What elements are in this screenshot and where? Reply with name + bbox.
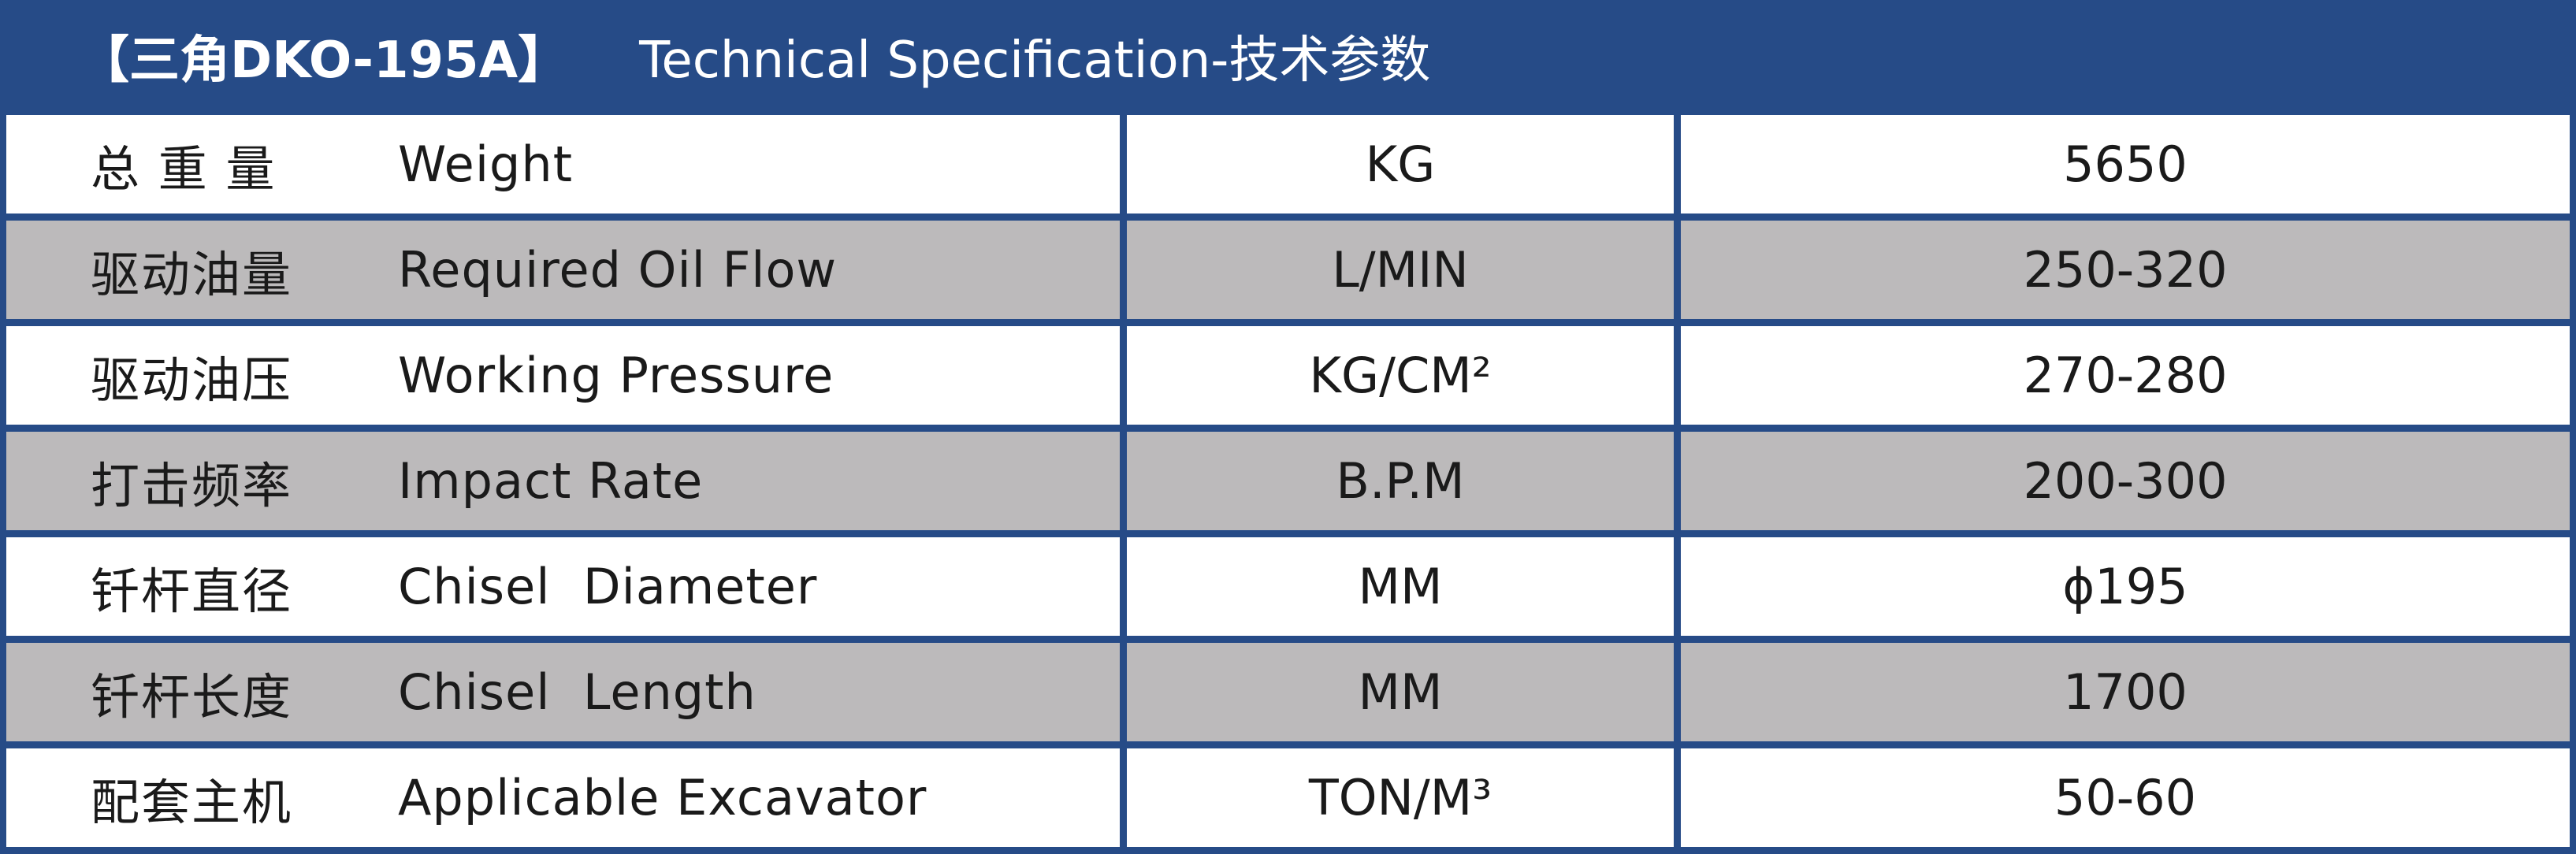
value-cell: 50-60	[1681, 748, 2570, 847]
parameter-en: Weight	[398, 136, 574, 193]
table-row: 钎杆长度 Chisel Length MM 1700	[6, 643, 2570, 741]
table-row: 打击频率 Impact Rate B.P.M 200-300	[6, 432, 2570, 530]
value-cell: 270-280	[1681, 326, 2570, 425]
model-name: 【三角DKO-195A】	[79, 32, 569, 90]
unit: KG	[1365, 136, 1436, 193]
spec-header: 【三角DKO-195A】 Technical Specification-技术参…	[0, 0, 2576, 112]
value-cell: 1700	[1681, 643, 2570, 741]
value: 1700	[2063, 663, 2188, 721]
value: 50-60	[2054, 769, 2197, 826]
unit-cell: KG	[1127, 115, 1674, 214]
value: 250-320	[2023, 241, 2228, 299]
table-row: 配套主机 Applicable Excavator TON/M³ 50-60	[6, 748, 2570, 847]
value: ϕ195	[2062, 558, 2188, 615]
parameter-zh: 总 重 量	[91, 139, 277, 198]
value: 270-280	[2023, 347, 2228, 404]
unit-cell: KG/CM²	[1127, 326, 1674, 425]
parameter-zh: 配套主机	[91, 773, 293, 831]
parameter-cell: 钎杆长度 Chisel Length	[6, 643, 1120, 741]
unit: TON/M³	[1308, 769, 1492, 826]
spec-table: 总 重 量 Weight KG 5650 驱动油量 Required Oil F…	[6, 115, 2570, 854]
unit: L/MIN	[1332, 241, 1469, 299]
value: 5650	[2063, 136, 2188, 193]
table-row: 驱动油量 Required Oil Flow L/MIN 250-320	[6, 221, 2570, 319]
parameter-en: Working Pressure	[398, 347, 835, 404]
parameter-cell: 驱动油量 Required Oil Flow	[6, 221, 1120, 319]
parameter-cell: 总 重 量 Weight	[6, 115, 1120, 214]
parameter-zh: 钎杆直径	[91, 562, 293, 620]
value: 200-300	[2023, 452, 2228, 510]
page-title: Technical Specification-技术参数	[639, 32, 1431, 90]
parameter-zh: 钎杆长度	[91, 667, 293, 726]
unit-cell: MM	[1127, 537, 1674, 636]
unit: MM	[1358, 663, 1443, 721]
unit: MM	[1358, 558, 1443, 615]
unit-cell: L/MIN	[1127, 221, 1674, 319]
parameter-en: Required Oil Flow	[398, 241, 838, 299]
unit: B.P.M	[1336, 452, 1465, 510]
parameter-en: Impact Rate	[398, 452, 704, 510]
parameter-zh: 驱动油压	[91, 351, 293, 409]
parameter-en: Chisel Length	[398, 663, 756, 721]
parameter-cell: 配套主机 Applicable Excavator	[6, 748, 1120, 847]
parameter-en: Applicable Excavator	[398, 769, 927, 826]
table-row: 钎杆直径 Chisel Diameter MM ϕ195	[6, 537, 2570, 636]
unit-cell: TON/M³	[1127, 748, 1674, 847]
parameter-cell: 驱动油压 Working Pressure	[6, 326, 1120, 425]
unit-cell: B.P.M	[1127, 432, 1674, 530]
parameter-cell: 钎杆直径 Chisel Diameter	[6, 537, 1120, 636]
table-row: 总 重 量 Weight KG 5650	[6, 115, 2570, 214]
value-cell: 200-300	[1681, 432, 2570, 530]
unit: KG/CM²	[1309, 347, 1492, 404]
parameter-cell: 打击频率 Impact Rate	[6, 432, 1120, 530]
value-cell: 5650	[1681, 115, 2570, 214]
table-row: 驱动油压 Working Pressure KG/CM² 270-280	[6, 326, 2570, 425]
unit-cell: MM	[1127, 643, 1674, 741]
parameter-en: Chisel Diameter	[398, 558, 818, 615]
parameter-zh: 驱动油量	[91, 245, 293, 303]
value-cell: 250-320	[1681, 221, 2570, 319]
parameter-zh: 打击频率	[91, 456, 293, 514]
value-cell: ϕ195	[1681, 537, 2570, 636]
